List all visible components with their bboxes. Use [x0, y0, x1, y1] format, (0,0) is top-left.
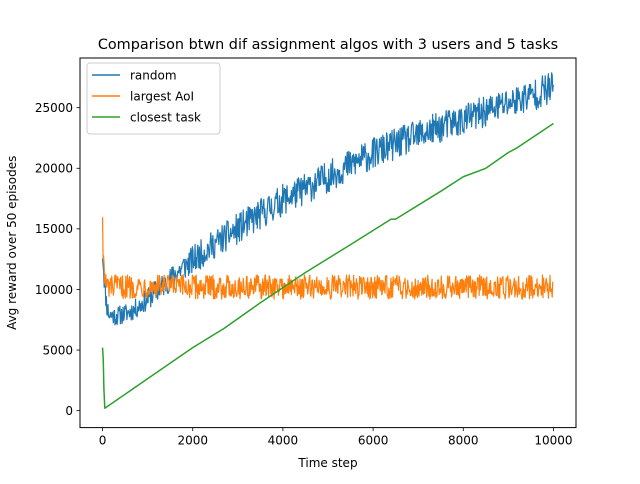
x-tick-label: 10000: [534, 434, 572, 448]
legend-label-closest-task: closest task: [130, 110, 201, 124]
x-tick-label: 6000: [358, 434, 389, 448]
y-axis-label: Avg reward over 50 episodes: [5, 156, 19, 330]
y-axis: 0 5000 10000 15000 20000 25000: [35, 101, 80, 418]
plot-frame: [79, 57, 577, 429]
x-tick-label: 4000: [268, 434, 299, 448]
series-line-largest-aoi: [101, 217, 554, 300]
legend: random largest AoI closest task: [86, 62, 221, 135]
legend-box: [86, 62, 221, 135]
x-axis-label: Time step: [297, 456, 357, 470]
series-line-closest-task: [101, 122, 554, 409]
y-tick-label: 5000: [42, 343, 73, 357]
series-layer: [101, 72, 554, 409]
y-tick-label: 0: [65, 404, 73, 418]
x-tick-label: 2000: [177, 434, 208, 448]
x-axis: 0 2000 4000 6000 8000 10000: [99, 427, 573, 448]
chart-title: Comparison btwn dif assignment algos wit…: [98, 37, 558, 53]
legend-label-random: random: [130, 68, 177, 82]
x-tick-label: 8000: [448, 434, 479, 448]
y-tick-label: 10000: [35, 283, 73, 297]
y-tick-label: 20000: [35, 162, 73, 176]
x-tick-label: 0: [99, 434, 107, 448]
y-tick-label: 25000: [35, 101, 73, 115]
y-tick-label: 15000: [35, 222, 73, 236]
legend-label-largest-aoi: largest AoI: [130, 89, 194, 103]
series-line-random: [101, 72, 554, 326]
